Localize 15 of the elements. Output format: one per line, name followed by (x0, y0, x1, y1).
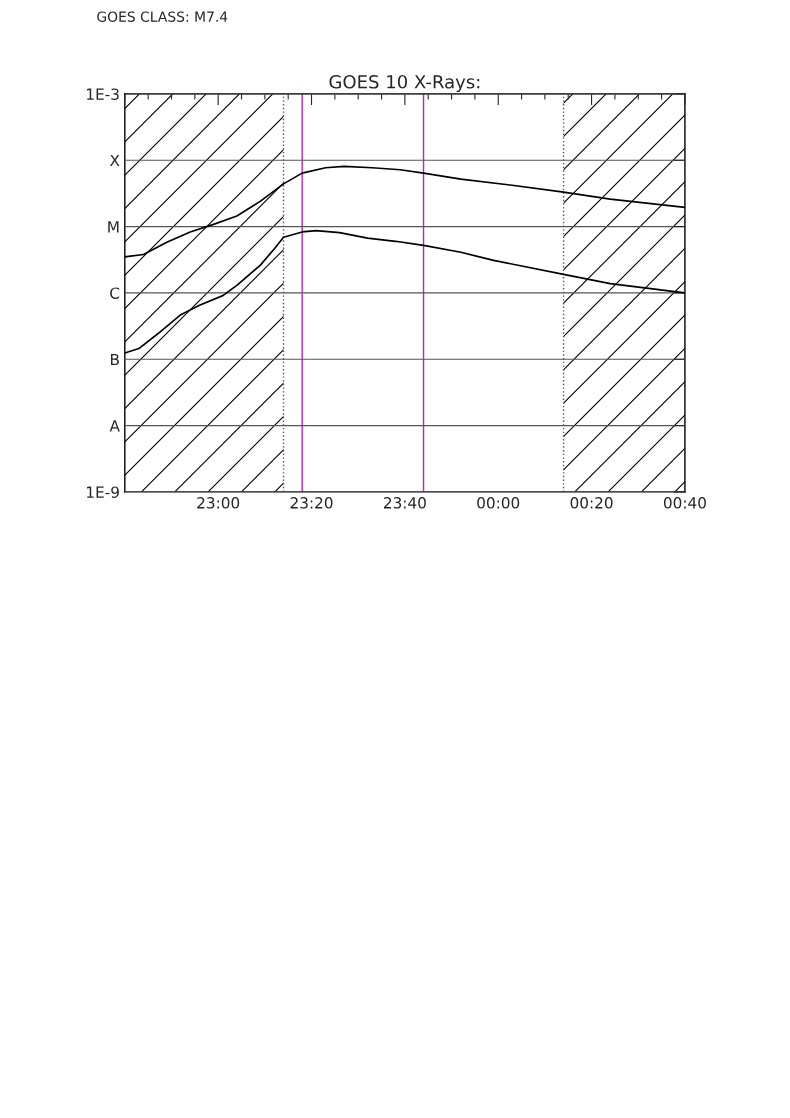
y-tick-label: A (109, 420, 120, 432)
y-tick-label: 1E-3 (87, 88, 119, 100)
chart-title: GOES 10 X-Rays: (329, 74, 480, 93)
x-tick-label: 00:00 (477, 497, 520, 509)
y-tick-label: M (108, 221, 119, 233)
y-tick-label: C (110, 287, 120, 299)
x-tick-label: 23:40 (383, 497, 426, 509)
x-tick-label: 00:20 (570, 497, 613, 509)
x-tick-label: 00:40 (663, 497, 706, 509)
y-tick-label: 1E-9 (87, 486, 119, 498)
y-tick-label: B (110, 353, 119, 366)
text: GOES CLASS: M7.4 (97, 11, 228, 22)
y-tick-label: X (109, 154, 120, 167)
x-tick-label: 23:00 (197, 497, 240, 509)
x-tick-label: 23:20 (290, 497, 333, 509)
